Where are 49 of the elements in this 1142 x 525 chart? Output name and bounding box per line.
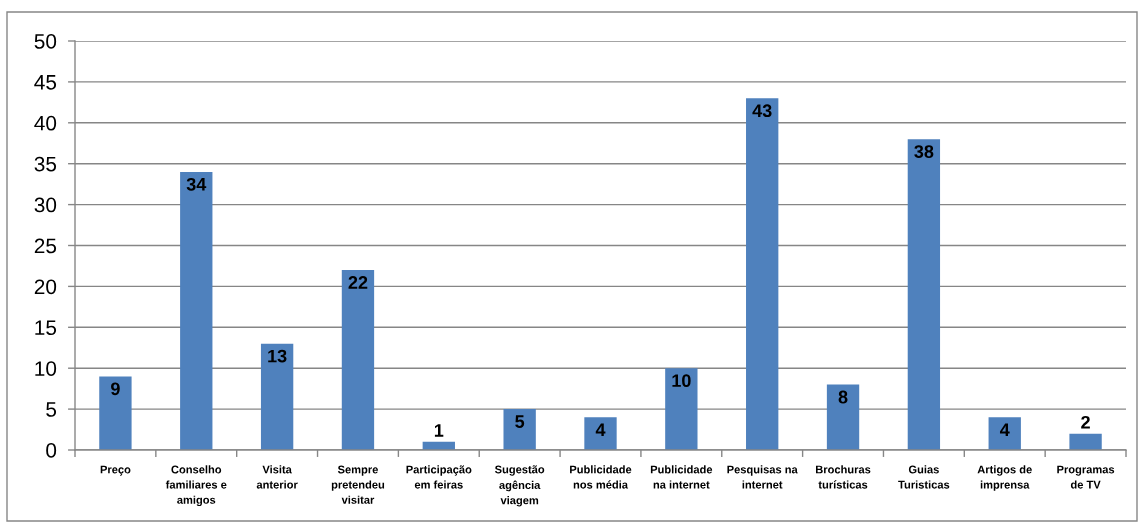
x-tick-label: Guias Turisticas [898, 465, 950, 489]
x-tick-label: Sempre pretendeu visitar [331, 465, 385, 504]
bar [907, 139, 941, 450]
x-tick-label: Sugestão agência viagem [494, 465, 545, 507]
data-label: 43 [752, 104, 772, 118]
y-tick-label: 10 [35, 361, 57, 376]
x-tick-label: Publicidade na internet [650, 465, 713, 489]
bar [584, 417, 617, 450]
bar [665, 368, 698, 450]
data-label: 10 [672, 374, 691, 388]
y-tick-label: 50 [34, 34, 57, 49]
bar [1069, 433, 1102, 450]
y-tick-label: 35 [34, 156, 57, 172]
x-tick-label: Programas de TV [1057, 465, 1115, 489]
data-label: 1 [434, 424, 444, 437]
x-tick-label: Brochuras turísticas [816, 465, 871, 489]
bar [503, 409, 536, 450]
y-tick-label: 5 [46, 402, 57, 417]
y-tick-label: 30 [34, 197, 57, 213]
data-label: 9 [111, 382, 120, 396]
y-tick-label: 40 [34, 115, 57, 131]
data-label: 38 [914, 145, 934, 158]
data-label: 5 [515, 415, 525, 428]
bar [988, 417, 1021, 450]
y-tick-label: 0 [46, 443, 57, 458]
bar [746, 98, 779, 450]
x-tick-label: Conselho familiares e amigos [165, 465, 227, 507]
x-tick-label: Visita anterior [256, 465, 298, 489]
bar [826, 384, 860, 450]
data-label: 4 [999, 423, 1010, 436]
data-label: 4 [595, 423, 606, 436]
data-label: 8 [838, 390, 848, 404]
bar [99, 376, 132, 450]
x-tick-label: Pesquisas na internet [727, 465, 798, 489]
bar [341, 270, 375, 450]
y-tick-label: 15 [35, 320, 57, 336]
data-label: 22 [348, 276, 368, 289]
x-tick-label: Preço [100, 465, 131, 476]
y-tick-label: 25 [34, 238, 57, 254]
data-label: 13 [268, 349, 287, 363]
data-label: 2 [1081, 415, 1090, 429]
x-tick-label: Artigos de imprensa [977, 465, 1032, 491]
x-tick-label: Publicidade nos média [570, 465, 632, 489]
y-tick-label: 20 [34, 279, 57, 295]
bar [260, 343, 294, 450]
y-tick-label: 45 [34, 75, 57, 90]
bar [180, 171, 213, 450]
data-label: 34 [186, 177, 207, 191]
x-tick-label: Participação em feiras [406, 465, 472, 489]
